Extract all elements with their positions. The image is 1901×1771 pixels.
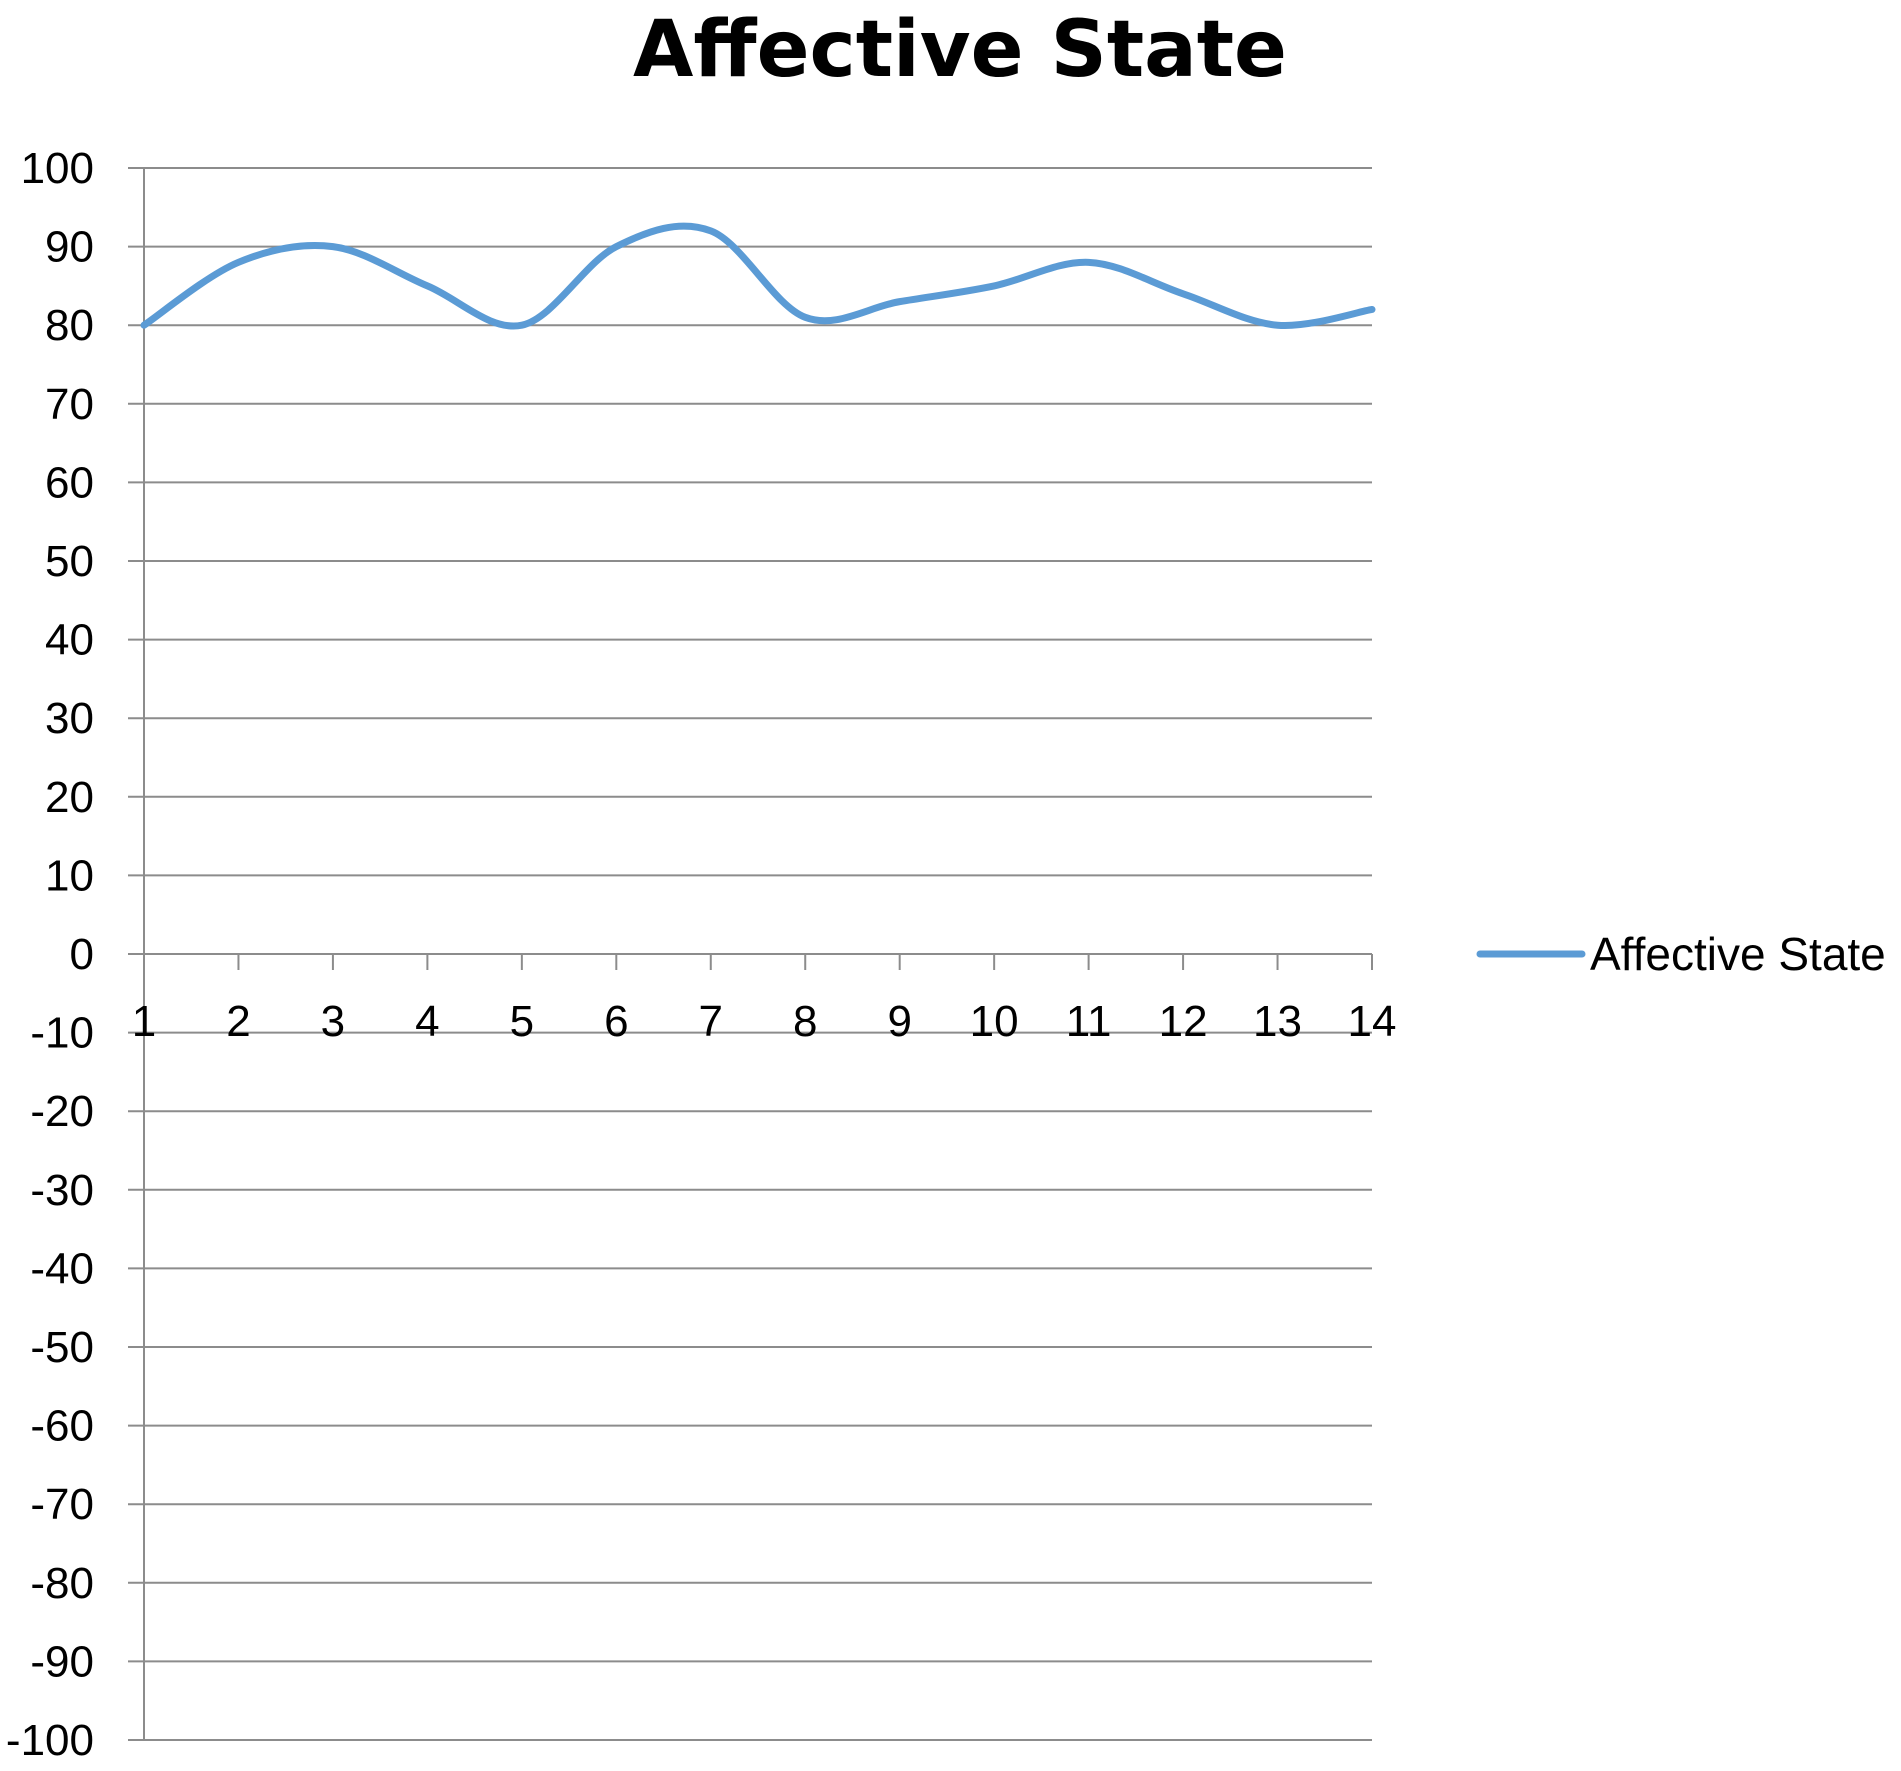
legend: Affective State xyxy=(1476,928,1886,980)
x-tick-label: 7 xyxy=(699,997,723,1046)
x-tick-label: 12 xyxy=(1159,997,1208,1046)
y-tick-label: -90 xyxy=(30,1637,94,1686)
x-tick-label: 14 xyxy=(1348,997,1397,1046)
x-tick-label: 6 xyxy=(604,997,628,1046)
y-axis-tick-labels: 1009080706050403020100-10-20-30-40-50-60… xyxy=(6,144,94,1765)
x-tick-label: 9 xyxy=(887,997,911,1046)
y-tick-label: -20 xyxy=(30,1087,94,1136)
series-lines xyxy=(140,222,1376,330)
axes xyxy=(143,168,1373,1740)
x-tick-label: 3 xyxy=(321,997,345,1046)
x-tick-label: 13 xyxy=(1253,997,1302,1046)
y-tick-label: 100 xyxy=(21,144,94,193)
y-tick-label: -100 xyxy=(6,1716,94,1765)
x-tick-label: 1 xyxy=(132,997,156,1046)
x-tick-label: 5 xyxy=(510,997,534,1046)
y-tick-label: 50 xyxy=(45,537,94,586)
y-tick-label: -10 xyxy=(30,1009,94,1058)
y-tick-label: 10 xyxy=(45,851,94,900)
y-tick-label: -30 xyxy=(30,1166,94,1215)
y-tick-label: 90 xyxy=(45,223,94,272)
y-tick-label: -70 xyxy=(30,1480,94,1529)
x-tick-label: 8 xyxy=(793,997,817,1046)
y-tick-label: 0 xyxy=(70,930,94,979)
chart-title: Affective State xyxy=(633,5,1287,95)
x-tick-label: 10 xyxy=(970,997,1019,1046)
legend-label: Affective State xyxy=(1590,928,1886,980)
y-tick-label: 20 xyxy=(45,773,94,822)
x-tick-label: 4 xyxy=(415,997,439,1046)
y-tick-label: -40 xyxy=(30,1244,94,1293)
x-tick-label: 11 xyxy=(1066,997,1112,1046)
y-tick-label: 30 xyxy=(45,694,94,743)
y-tick-label: 70 xyxy=(45,380,94,429)
y-tick-label: -80 xyxy=(30,1559,94,1608)
y-tick-label: -50 xyxy=(30,1323,94,1372)
x-axis-tick-labels: 1 2 3 4 5 6 7 8 9 10 11 12 13 14 xyxy=(132,997,1397,1046)
y-tick-label: 80 xyxy=(45,301,94,350)
y-tick-label: 60 xyxy=(45,458,94,507)
x-tick-label: 2 xyxy=(226,997,250,1046)
series-line xyxy=(140,222,1376,330)
y-tick-label: 40 xyxy=(45,616,94,665)
y-tick-label: -60 xyxy=(30,1402,94,1451)
